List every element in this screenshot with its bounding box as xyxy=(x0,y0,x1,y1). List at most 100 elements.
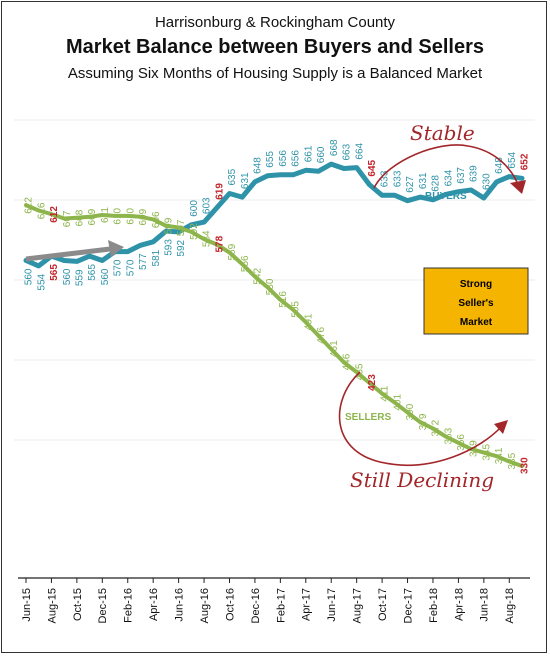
value-label-buyers: 631 xyxy=(240,172,251,189)
value-label-sellers: 435 xyxy=(354,363,365,380)
stable-arrow-icon xyxy=(373,144,521,191)
value-label-buyers: 593 xyxy=(164,239,175,256)
value-label-buyers: 648 xyxy=(253,157,264,174)
value-label-sellers: 597 xyxy=(176,219,187,236)
value-label-buyers: 633 xyxy=(392,170,403,187)
stable-arrowhead-icon xyxy=(510,180,526,194)
still-declining-annotation: Still Declining xyxy=(350,468,494,492)
value-label-buyers: 581 xyxy=(151,249,162,266)
box-line1: Strong xyxy=(460,279,492,290)
value-label-buyers: 570 xyxy=(125,259,136,276)
x-tick-label: Oct-16 xyxy=(224,588,236,621)
value-label-buyers: 645 xyxy=(367,159,378,176)
value-label-buyers: 631 xyxy=(418,172,429,189)
value-label-sellers: 609 xyxy=(138,208,149,225)
value-label-sellers: 505 xyxy=(291,301,302,318)
chart-title: Market Balance between Buyers and Seller… xyxy=(66,36,484,58)
value-label-buyers: 637 xyxy=(456,167,467,184)
x-tick-label: Jun-18 xyxy=(479,588,491,622)
value-label-sellers: 461 xyxy=(329,340,340,357)
value-label-buyers: 554 xyxy=(36,273,47,290)
value-label-sellers: 610 xyxy=(125,207,136,224)
value-label-sellers: 379 xyxy=(418,413,429,430)
sellers-series-label: SELLERS xyxy=(345,412,391,423)
value-label-buyers: 652 xyxy=(520,153,531,170)
value-label-sellers: 608 xyxy=(75,209,86,226)
x-tick-label: Aug-18 xyxy=(504,588,516,623)
value-label-buyers: 633 xyxy=(380,170,391,187)
value-label-sellers: 411 xyxy=(380,385,391,401)
value-label-sellers: 611 xyxy=(100,207,111,223)
value-label-sellers: 599 xyxy=(164,217,175,234)
value-label-buyers: 656 xyxy=(291,150,302,167)
box-line3: Market xyxy=(460,317,493,328)
value-label-sellers: 622 xyxy=(24,197,35,214)
value-label-buyers: 592 xyxy=(176,239,187,256)
buyers-series-label: BUYERS xyxy=(425,191,467,202)
value-label-sellers: 616 xyxy=(36,202,47,219)
chart-supertitle: Harrisonburg & Rockingham County xyxy=(154,14,396,31)
x-tick-label: Jun-15 xyxy=(21,588,33,622)
x-tick-label: Apr-17 xyxy=(301,588,313,621)
value-label-buyers: 577 xyxy=(138,253,149,270)
value-label-buyers: 570 xyxy=(113,259,124,276)
declining-arrow-icon xyxy=(338,371,503,466)
value-label-sellers: 349 xyxy=(469,440,480,457)
x-tick-label: Aug-16 xyxy=(199,588,211,623)
value-label-sellers: 584 xyxy=(202,230,213,247)
value-label-buyers: 663 xyxy=(342,143,353,160)
x-tick-label: Jun-17 xyxy=(326,588,338,622)
value-label-sellers: 423 xyxy=(367,374,378,391)
value-label-sellers: 610 xyxy=(113,207,124,224)
value-label-buyers: 560 xyxy=(100,268,111,285)
value-label-sellers: 476 xyxy=(316,326,327,343)
value-label-sellers: 390 xyxy=(405,403,416,420)
x-tick-label: Jun-16 xyxy=(174,588,186,622)
value-label-buyers: 656 xyxy=(278,150,289,167)
x-tick-label: Dec-17 xyxy=(402,588,414,623)
value-label-buyers: 668 xyxy=(329,139,340,156)
x-tick-label: Dec-15 xyxy=(97,588,109,623)
box-line2: Seller's xyxy=(458,298,494,309)
chart-marks xyxy=(23,161,525,468)
x-tick-label: Dec-16 xyxy=(250,588,262,623)
chart-subtitle: Assuming Six Months of Housing Supply is… xyxy=(67,65,483,82)
x-tick-label: Feb-18 xyxy=(428,588,440,623)
x-tick-label: Oct-15 xyxy=(72,588,84,621)
x-tick-label: Aug-17 xyxy=(352,588,364,623)
value-label-sellers: 542 xyxy=(253,267,264,284)
value-label-buyers: 619 xyxy=(214,183,225,200)
value-label-buyers: 664 xyxy=(354,142,365,159)
value-label-sellers: 341 xyxy=(494,447,505,464)
value-label-buyers: 635 xyxy=(227,168,238,185)
value-label-buyers: 559 xyxy=(75,269,86,286)
value-label-sellers: 592 xyxy=(189,223,200,240)
x-tick-label: Feb-16 xyxy=(123,588,135,623)
value-label-buyers: 661 xyxy=(303,145,314,162)
x-tick-label: Oct-17 xyxy=(377,588,389,621)
value-label-sellers: 345 xyxy=(481,443,492,460)
value-label-sellers: 606 xyxy=(151,211,162,228)
value-label-sellers: 612 xyxy=(49,206,60,223)
value-label-sellers: 401 xyxy=(392,393,403,410)
value-label-sellers: 516 xyxy=(278,291,289,308)
gray-arrow-icon xyxy=(25,240,124,262)
value-label-sellers: 607 xyxy=(62,210,73,227)
value-label-sellers: 578 xyxy=(214,235,225,252)
x-tick-label: Apr-18 xyxy=(453,588,465,621)
gridlines xyxy=(14,119,535,441)
value-label-sellers: 372 xyxy=(431,419,442,436)
value-label-buyers: 600 xyxy=(189,200,200,217)
x-tick-label: Aug-15 xyxy=(46,588,58,623)
value-label-buyers: 654 xyxy=(507,151,518,168)
stable-annotation: Stable xyxy=(410,121,475,145)
value-label-sellers: 356 xyxy=(456,434,467,451)
value-label-buyers: 603 xyxy=(202,197,213,214)
value-label-sellers: 556 xyxy=(240,255,251,272)
value-label-sellers: 363 xyxy=(443,427,454,444)
value-label-buyers: 565 xyxy=(49,264,60,281)
value-label-sellers: 330 xyxy=(520,457,531,474)
series-line-buyers xyxy=(23,161,525,269)
